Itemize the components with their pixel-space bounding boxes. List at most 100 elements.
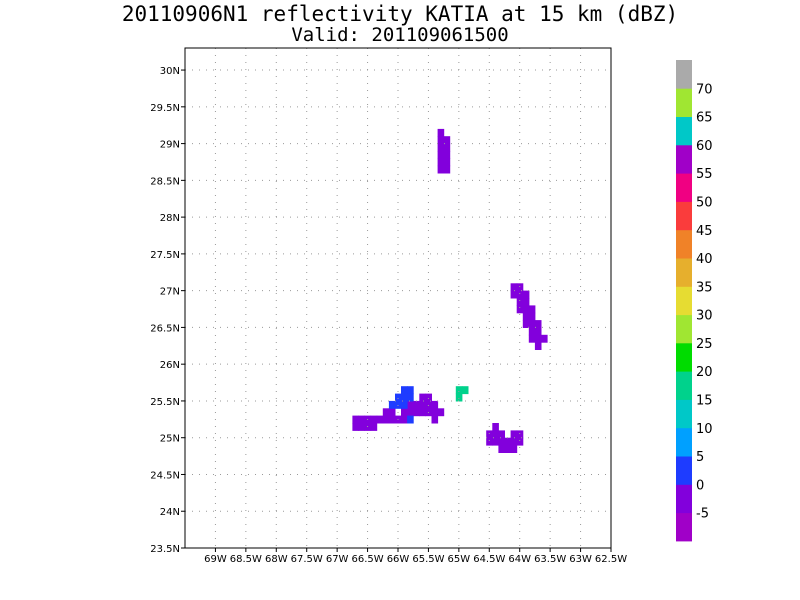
reflectivity-cell (522, 305, 530, 314)
colorbar-label: 30 (696, 309, 713, 324)
colorbar: -5 0 5 10 15 20 25 30 35 40 45 50 55 60 65 70 (676, 60, 713, 542)
reflectivity-cell (437, 143, 445, 152)
x-tick-label: 66.5W (351, 554, 383, 565)
reflectivity-cell (492, 430, 499, 439)
colorbar-label: 65 (696, 111, 713, 126)
reflectivity-cell (486, 437, 493, 446)
colorbar-swatch (676, 314, 692, 344)
reflectivity-cell (443, 158, 451, 167)
reflectivity-cell (370, 423, 378, 431)
reflectivity-cell (455, 386, 463, 395)
reflectivity-cell (407, 408, 414, 417)
colorbar-swatch (676, 456, 692, 485)
reflectivity-cell (510, 283, 518, 292)
x-tick-label: 66W (387, 554, 410, 565)
colorbar-swatch (676, 342, 692, 372)
colorbar-label: 20 (696, 365, 713, 380)
reflectivity-cell (510, 445, 518, 453)
colorbar-swatch (676, 399, 692, 429)
colorbar-swatch (676, 60, 692, 89)
x-tick-label: 68.5W (230, 554, 262, 565)
reflectivity-cell (382, 415, 390, 424)
reflectivity-cell (401, 415, 408, 424)
reflectivity-cell (534, 327, 542, 336)
colorbar-swatch (676, 427, 692, 457)
colorbar-label: 25 (696, 337, 713, 352)
reflectivity-cell (510, 430, 518, 439)
reflectivity-cell (395, 400, 402, 409)
colorbar-label: 10 (696, 422, 713, 437)
reflectivity-cell (401, 393, 408, 402)
reflectivity-cell (516, 283, 524, 292)
x-axis: 69W 68.5W 68W 67.5W 67W 66.5W 66W 65.5W 65W 64.5W… (204, 548, 627, 565)
y-tick-label: 28N (160, 213, 180, 224)
y-tick-label: 28.5N (150, 176, 180, 187)
y-tick-label: 24N (160, 507, 180, 518)
x-tick-label: 67.5W (291, 554, 323, 565)
colorbar-label: 0 (696, 478, 704, 493)
y-tick-label: 25N (160, 434, 180, 445)
reflectivity-cell (352, 415, 359, 424)
reflectivity-cell (419, 400, 426, 409)
x-tick-label: 68W (265, 554, 288, 565)
x-tick-label: 65W (448, 554, 471, 565)
reflectivity-cell (528, 312, 536, 321)
colorbar-swatch (676, 88, 692, 117)
reflectivity-cell (431, 408, 439, 417)
y-tick-label: 26.5N (150, 323, 180, 334)
reflectivity-cell (358, 415, 365, 424)
reflectivity-cell (370, 415, 378, 424)
reflectivity-cell (528, 305, 536, 314)
colorbar-label: 35 (696, 280, 713, 295)
reflectivity-cell (401, 408, 408, 417)
colorbar-label: 45 (696, 224, 713, 239)
x-tick-label: 65.5W (412, 554, 444, 565)
reflectivity-cell (498, 430, 505, 439)
reflectivity-cell (486, 430, 493, 439)
reflectivity-cell (382, 408, 390, 417)
y-tick-label: 27N (160, 287, 180, 298)
colorbar-swatch (676, 173, 692, 202)
reflectivity-cell (437, 150, 445, 159)
reflectivity-cell (455, 393, 463, 402)
colorbar-swatch (676, 258, 692, 287)
colorbar-swatch (676, 116, 692, 146)
reflectivity-cell (407, 400, 414, 409)
reflectivity-cell (516, 298, 524, 306)
reflectivity-cell (528, 320, 536, 328)
reflectivity-cell (516, 430, 524, 439)
chart-title: 20110906N1 reflectivity KATIA at 15 km (… (121, 2, 679, 26)
reflectivity-cell (516, 290, 524, 299)
reflectivity-cell (522, 320, 530, 328)
colorbar-swatch (676, 371, 692, 400)
reflectivity-cell (395, 393, 402, 402)
plot-frame (184, 47, 612, 549)
reflectivity-cell (498, 445, 505, 453)
colorbar-label: -5 (696, 507, 709, 522)
reflectivity-cell (419, 408, 426, 417)
colorbar-swatch (676, 484, 692, 514)
x-tick-label: 64.5W (473, 554, 505, 565)
reflectivity-cell (516, 305, 524, 314)
reflectivity-cell (437, 128, 445, 137)
x-tick-label: 62.5W (595, 554, 627, 565)
reflectivity-cell (492, 423, 499, 431)
reflectivity-cell (534, 342, 542, 350)
y-tick-label: 23.5N (150, 544, 180, 555)
y-tick-label: 25.5N (150, 397, 180, 408)
reflectivity-cell (461, 386, 469, 395)
colorbar-label: 15 (696, 394, 713, 409)
reflectivity-cell (413, 408, 420, 417)
colorbar-label: 50 (696, 196, 713, 211)
reflectivity-cell (425, 393, 432, 402)
y-tick-label: 30N (160, 66, 180, 77)
x-tick-label: 69W (204, 554, 227, 565)
reflectivity-cell (437, 408, 445, 417)
reflectivity-cell (419, 393, 426, 402)
x-tick-label: 63.5W (534, 554, 566, 565)
reflectivity-cell (407, 393, 414, 402)
x-tick-label: 67W (326, 554, 349, 565)
reflectivity-cell (352, 423, 359, 431)
colorbar-swatch (676, 201, 692, 231)
